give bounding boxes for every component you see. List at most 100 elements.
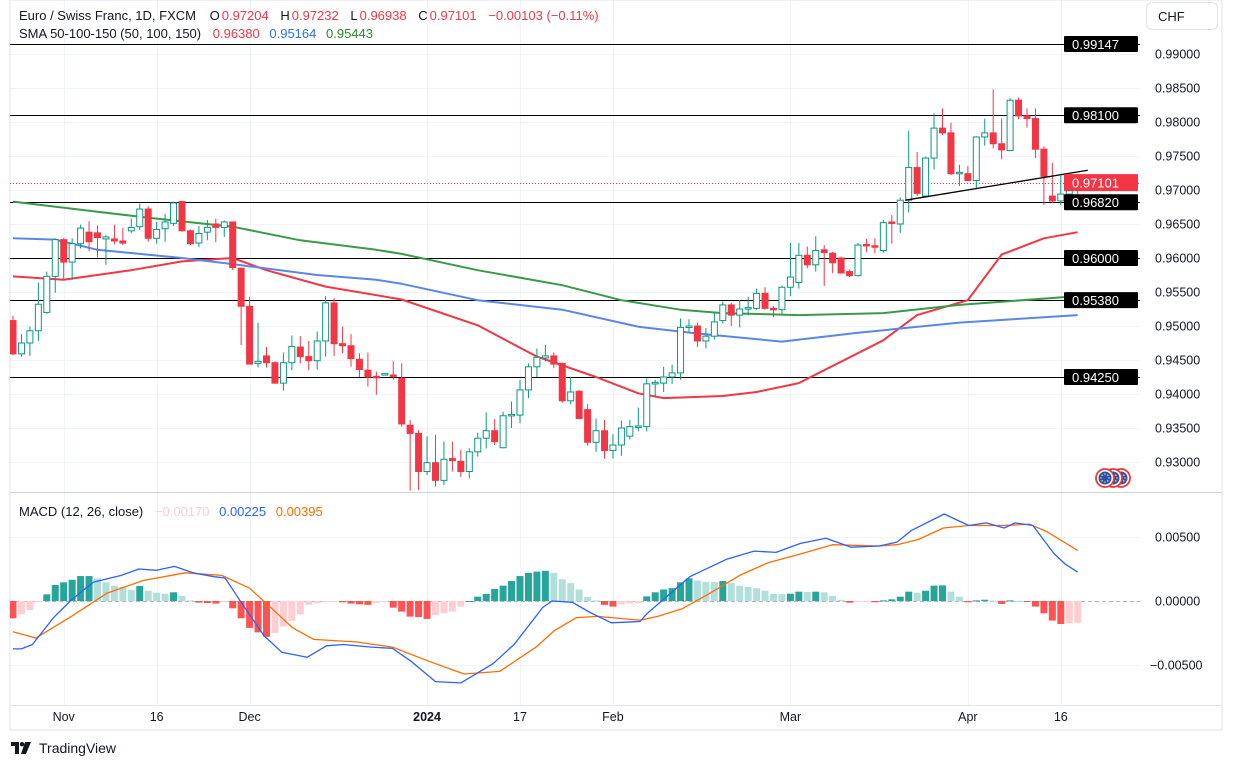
time-axis[interactable]: Nov 16 Dec 2024 17 Feb Mar Apr 16 (53, 710, 1068, 724)
level-price-label[interactable]: 0.99147 (1064, 36, 1138, 53)
sma-line-100 (12, 237, 1078, 343)
macd-histogram-bar (406, 601, 414, 617)
level-price-label[interactable]: 0.96820 (1064, 194, 1138, 211)
candle (524, 363, 532, 399)
time-tick-label: 16 (1054, 710, 1068, 724)
footer-brand[interactable]: TradingView (11, 740, 116, 756)
macd-histogram-bar (491, 588, 499, 601)
candle-body (803, 254, 811, 266)
candle-body (94, 232, 101, 239)
macd-histogram-bar (1015, 600, 1023, 602)
level-price-label[interactable]: 0.96000 (1064, 250, 1138, 266)
candle (1031, 108, 1039, 159)
time-tick-label: 16 (150, 710, 164, 724)
macd-histogram-bar (1057, 601, 1065, 625)
candle-body (313, 340, 321, 362)
candle-body (43, 275, 51, 313)
level-price-label[interactable]: 0.98100 (1064, 107, 1138, 124)
currency-button[interactable]: CHF (1146, 2, 1218, 30)
macd-legend[interactable]: MACD (12, 26, close) −0.00170 0.00225 0.… (19, 504, 325, 519)
candle (68, 238, 76, 280)
candle-body (736, 308, 744, 316)
candle-body (778, 286, 786, 311)
macd-signal-value: 0.00395 (275, 504, 323, 519)
candle (508, 401, 516, 428)
level-price-label[interactable]: 0.95380 (1064, 292, 1138, 309)
price-tick-label: 0.94000 (1155, 388, 1200, 402)
eu-flag-icon[interactable] (1095, 468, 1115, 488)
candle-body (786, 276, 794, 288)
candle (43, 271, 51, 314)
candle-body (998, 143, 1006, 151)
candle-body (829, 252, 837, 264)
candle (541, 345, 549, 362)
candle-body (186, 230, 194, 245)
candle-body (474, 437, 482, 453)
candle (634, 407, 642, 432)
level-price-labels[interactable]: 0.99147 0.98100 0.96820 0.96000 0.95380 0.942… (1064, 36, 1138, 385)
candle-body (643, 383, 651, 428)
candle (1057, 175, 1065, 205)
candle (837, 256, 845, 274)
candle (584, 404, 592, 446)
macd-line-value: 0.00225 (219, 504, 267, 519)
candle-body (17, 342, 25, 355)
macd-histogram-bar (955, 596, 963, 601)
price-axis[interactable]: 0.99000 0.98500 0.98000 0.97500 0.97000 0.965… (1155, 48, 1200, 470)
candle-body (279, 362, 287, 384)
sma-legend[interactable]: SMA 50-100-150 (50, 100, 150) 0.96380 0.… (19, 26, 375, 41)
candle-body (575, 390, 583, 419)
event-icon-star (1104, 473, 1106, 475)
price-tick-label: 0.95000 (1155, 320, 1200, 334)
macd-histogram-bar (322, 601, 330, 603)
time-tick-label: Apr (958, 710, 977, 724)
candle-body (220, 221, 228, 228)
candle-body (660, 376, 668, 384)
candle-body (305, 356, 313, 362)
macd-histogram-bar (879, 600, 887, 602)
level-price-label[interactable]: 0.94250 (1064, 369, 1138, 385)
trendline[interactable] (905, 169, 1088, 201)
economic-events-eu-flags[interactable] (1095, 468, 1131, 488)
candle (94, 225, 101, 258)
candle (389, 361, 397, 380)
candle-body (398, 377, 406, 425)
candle (178, 200, 186, 232)
event-icon-star (1123, 474, 1125, 476)
candle-body (541, 355, 549, 359)
candle-body (491, 430, 499, 443)
macd-histogram-bar (753, 588, 761, 601)
candle (288, 335, 296, 371)
candle (710, 313, 718, 340)
horizontal-levels[interactable] (10, 44, 1140, 378)
candle (567, 377, 575, 405)
trendline-support[interactable] (905, 169, 1088, 201)
event-icon-star (1123, 480, 1125, 482)
macd-histogram-bar (254, 601, 262, 633)
candle-body (947, 132, 955, 175)
candle-body (753, 292, 761, 309)
candle-body (68, 243, 76, 263)
candle (491, 419, 499, 445)
macd-histogram-bar (220, 601, 228, 603)
macd-histogram-bar (575, 589, 583, 601)
candle-body (364, 369, 372, 378)
candle-body (254, 360, 262, 364)
macd-axis[interactable]: 0.00500 0.00000 −0.00500 (1150, 531, 1203, 673)
macd-histogram-bar (448, 601, 456, 612)
candle (770, 306, 777, 318)
macd-histogram-bar (541, 570, 549, 601)
macd-histogram-bar (288, 601, 296, 621)
macd-histogram-bar (110, 585, 118, 601)
macd-histogram-bar (829, 595, 837, 601)
macd-histogram-bar (634, 601, 642, 604)
candle (677, 318, 685, 380)
macd-histogram-bar (677, 582, 685, 601)
candle (34, 282, 42, 341)
sma50-value: 0.96380 (212, 26, 260, 41)
candle-body (85, 231, 93, 243)
candle (330, 298, 338, 356)
price-tick-label: 0.98500 (1155, 82, 1200, 96)
candle (862, 238, 870, 252)
